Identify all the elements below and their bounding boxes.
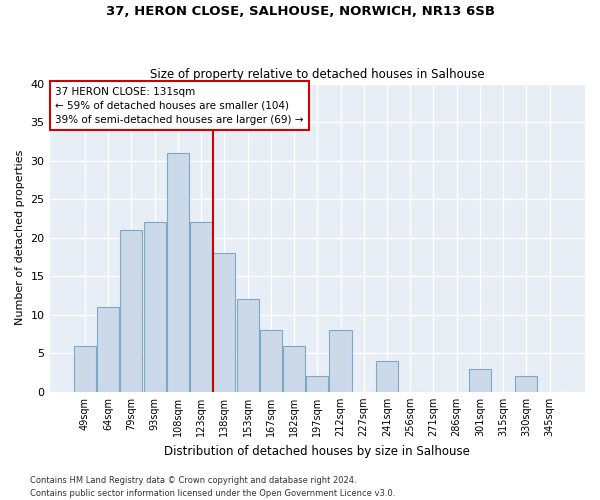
Bar: [236, 300, 259, 392]
Bar: [97, 307, 119, 392]
Bar: [283, 346, 305, 392]
Bar: [74, 346, 96, 392]
Bar: [469, 368, 491, 392]
Y-axis label: Number of detached properties: Number of detached properties: [15, 150, 25, 326]
X-axis label: Distribution of detached houses by size in Salhouse: Distribution of detached houses by size …: [164, 444, 470, 458]
Title: Size of property relative to detached houses in Salhouse: Size of property relative to detached ho…: [150, 68, 485, 81]
Bar: [167, 153, 189, 392]
Bar: [376, 361, 398, 392]
Bar: [121, 230, 142, 392]
Bar: [260, 330, 282, 392]
Text: 37 HERON CLOSE: 131sqm
← 59% of detached houses are smaller (104)
39% of semi-de: 37 HERON CLOSE: 131sqm ← 59% of detached…: [55, 86, 304, 124]
Text: Contains HM Land Registry data © Crown copyright and database right 2024.
Contai: Contains HM Land Registry data © Crown c…: [30, 476, 395, 498]
Text: 37, HERON CLOSE, SALHOUSE, NORWICH, NR13 6SB: 37, HERON CLOSE, SALHOUSE, NORWICH, NR13…: [106, 5, 494, 18]
Bar: [329, 330, 352, 392]
Bar: [515, 376, 538, 392]
Bar: [213, 253, 235, 392]
Bar: [190, 222, 212, 392]
Bar: [306, 376, 328, 392]
Bar: [143, 222, 166, 392]
